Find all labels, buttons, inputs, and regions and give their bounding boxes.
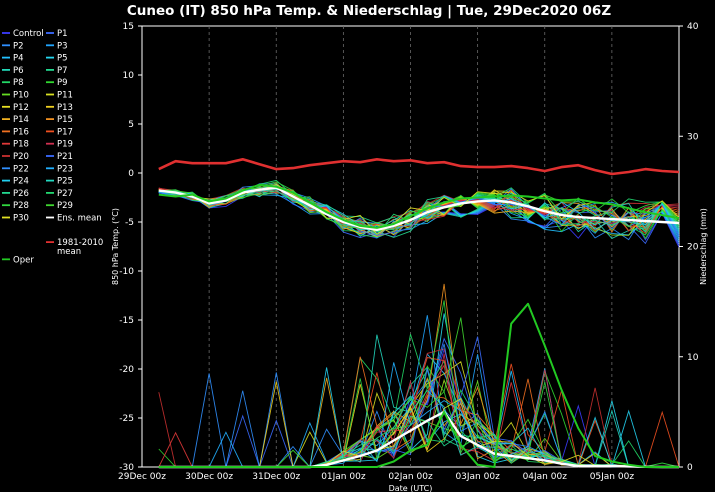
legend-label: P6 xyxy=(13,66,24,76)
legend-label: P3 xyxy=(57,41,68,51)
y-tick-label: -30 xyxy=(119,463,134,473)
y2-tick-label: 40 xyxy=(687,22,699,32)
legend-label: P12 xyxy=(13,103,29,113)
legend-label: P2 xyxy=(13,41,24,51)
legend-label: P24 xyxy=(13,177,29,187)
x-tick-label: 02Jan 00z xyxy=(388,472,433,482)
y2-axis-label: Niederschlag (mm) xyxy=(699,208,708,285)
y2-tick-label: 0 xyxy=(687,463,693,473)
y-tick-label: 0 xyxy=(128,169,134,179)
series-line-precip-oper xyxy=(158,302,679,468)
y-axis-ticks-left: 15 10 5 0 -5 -10 -15 -20 -25 -30 xyxy=(119,22,142,473)
legend-label: P20 xyxy=(13,152,29,162)
temperature-ensemble-members xyxy=(158,179,680,248)
legend-label: 1981-2010 xyxy=(57,238,103,248)
legend-label: P26 xyxy=(13,189,29,199)
x-tick-label: 29Dec 00z xyxy=(118,472,166,482)
y-tick-label: 10 xyxy=(123,71,135,81)
legend-label: P1 xyxy=(57,29,68,39)
y-tick-label: -20 xyxy=(119,365,134,375)
y2-tick-label: 30 xyxy=(687,132,699,142)
legend-label: Ens. mean xyxy=(57,214,102,224)
legend-label: P22 xyxy=(13,164,29,174)
legend-label: P4 xyxy=(13,54,24,64)
x-axis-label: Date (UTC) xyxy=(389,484,433,492)
series-line-temp-oper xyxy=(158,183,680,229)
y-axis-ticks-right: 40 30 20 10 0 xyxy=(679,22,699,473)
legend-label: P23 xyxy=(57,164,73,174)
x-tick-label: 30Dec 00z xyxy=(185,472,233,482)
y-axis-label: 850 hPa Temp. (°C) xyxy=(111,208,120,285)
x-tick-label: 05Jan 00z xyxy=(590,472,635,482)
x-tick-label: 31Dec 00z xyxy=(252,472,300,482)
x-tick-label: 03Jan 00z xyxy=(455,472,500,482)
legend-label: P21 xyxy=(57,152,73,162)
legend-label: P29 xyxy=(57,201,73,211)
x-axis-ticks: 29Dec 00z 30Dec 00z 31Dec 00z 01Jan 00z 02Ja… xyxy=(118,472,634,482)
highlighted-series xyxy=(158,158,680,469)
y2-tick-label: 10 xyxy=(687,353,699,363)
y-tick-label: -5 xyxy=(125,218,134,228)
legend-label: mean xyxy=(57,247,81,257)
y2-tick-label: 20 xyxy=(687,243,699,253)
legend-label: P7 xyxy=(57,66,68,76)
legend-label: P28 xyxy=(13,201,29,211)
grid-lines xyxy=(208,26,613,467)
y-tick-label: 15 xyxy=(123,22,134,32)
legend-label: P5 xyxy=(57,54,68,64)
y-tick-label: -25 xyxy=(119,414,134,424)
legend-label: Control xyxy=(13,29,44,39)
y-tick-label: -10 xyxy=(119,267,134,277)
legend-label: Oper xyxy=(13,255,34,265)
x-tick-label: 04Jan 00z xyxy=(523,472,568,482)
legend-label: P27 xyxy=(57,189,73,199)
legend: Control P1 P2 P3 P4 P5 P6 P7 P8 P9 P10 P11 P12 P13 P14… xyxy=(2,29,103,265)
legend-label: P25 xyxy=(57,177,73,187)
legend-label: P8 xyxy=(13,78,24,88)
temp-member-line xyxy=(158,188,680,231)
series-line-temp-1981-2010-mean xyxy=(158,158,680,176)
legend-label: P9 xyxy=(57,78,68,88)
legend-label: P30 xyxy=(13,214,29,224)
chart-title: Cuneo (IT) 850 hPa Temp. & Niederschlag … xyxy=(127,3,611,19)
y-tick-label: 5 xyxy=(128,120,134,130)
series-line-temp-ens-mean xyxy=(158,186,680,231)
legend-label: P16 xyxy=(13,127,29,137)
legend-label: P15 xyxy=(57,115,73,125)
legend-label: P17 xyxy=(57,127,73,137)
x-tick-label: 01Jan 00z xyxy=(321,472,366,482)
legend-label: P11 xyxy=(57,91,73,101)
legend-label: P19 xyxy=(57,140,73,150)
legend-label: P18 xyxy=(13,140,29,150)
legend-label: P10 xyxy=(13,91,29,101)
legend-label: P14 xyxy=(13,115,29,125)
y-tick-label: -15 xyxy=(119,316,134,326)
legend-label: P13 xyxy=(57,103,73,113)
